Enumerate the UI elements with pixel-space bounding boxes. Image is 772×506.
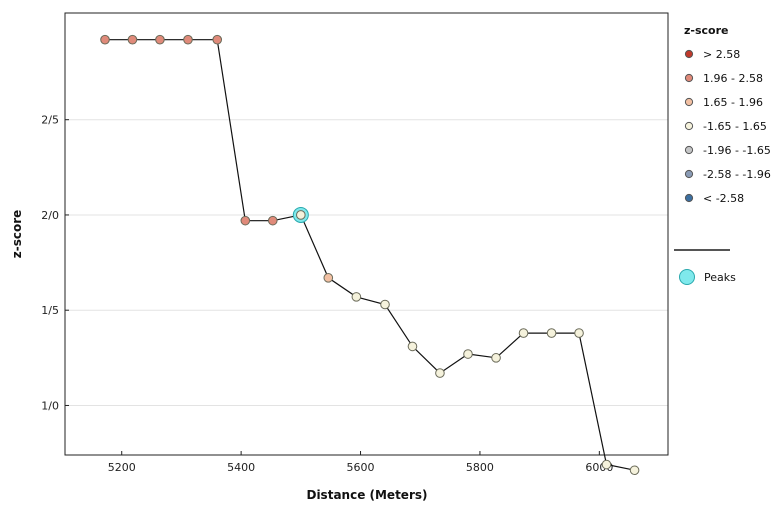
legend-marker bbox=[684, 145, 694, 155]
data-point bbox=[518, 328, 529, 338]
legend-peaks-label: Peaks bbox=[704, 271, 736, 284]
x-tick-label: 5200 bbox=[108, 461, 136, 474]
data-point bbox=[601, 459, 612, 470]
data-point bbox=[127, 34, 138, 45]
x-tick-label: 5600 bbox=[347, 461, 375, 474]
legend-marker bbox=[684, 169, 694, 179]
data-point bbox=[351, 292, 362, 302]
data-point bbox=[323, 273, 334, 283]
data-point bbox=[435, 368, 445, 378]
data-point bbox=[491, 353, 501, 363]
data-point bbox=[183, 34, 193, 45]
y-tick-label: 2/5 bbox=[41, 114, 59, 127]
data-point bbox=[212, 34, 223, 45]
data-point bbox=[380, 299, 390, 310]
data-point bbox=[629, 465, 640, 476]
legend-label: -1.96 - -1.65 bbox=[703, 144, 771, 157]
legend-marker bbox=[684, 97, 694, 107]
legend: z-score > 2.58 1.96 - 2.58 1.65 - 1.96 -1.6… bbox=[674, 24, 771, 285]
data-point bbox=[463, 349, 473, 359]
data-point bbox=[240, 215, 251, 226]
data-point bbox=[546, 328, 557, 338]
legend-title: z-score bbox=[684, 24, 728, 37]
data-point bbox=[267, 215, 278, 226]
x-tick-label: 5800 bbox=[466, 461, 494, 474]
data-point bbox=[574, 328, 584, 338]
legend-marker bbox=[684, 49, 694, 59]
y-tick-label: 1/5 bbox=[41, 304, 59, 317]
data-point bbox=[100, 34, 110, 45]
legend-marker bbox=[684, 193, 694, 203]
legend-marker bbox=[684, 121, 694, 131]
legend-label: > 2.58 bbox=[703, 48, 740, 61]
legend-marker bbox=[684, 73, 694, 83]
data-point bbox=[296, 210, 306, 220]
legend-label: -1.65 - 1.65 bbox=[703, 120, 767, 133]
x-tick-label: 5400 bbox=[227, 461, 255, 474]
legend-label: 1.65 - 1.96 bbox=[703, 96, 763, 109]
data-point bbox=[155, 34, 165, 45]
legend-label: -2.58 - -1.96 bbox=[703, 168, 771, 181]
y-axis-title: z-score bbox=[10, 210, 24, 259]
legend-label: 1.96 - 2.58 bbox=[703, 72, 763, 85]
y-tick-label: 2/0 bbox=[41, 209, 59, 222]
plot-frame bbox=[64, 12, 669, 456]
legend-label: < -2.58 bbox=[703, 192, 744, 205]
y-tick-label: 1/0 bbox=[41, 399, 59, 412]
data-point bbox=[407, 341, 418, 352]
x-axis-title: Distance (Meters) bbox=[306, 488, 427, 502]
legend-peaks-marker bbox=[679, 269, 695, 285]
